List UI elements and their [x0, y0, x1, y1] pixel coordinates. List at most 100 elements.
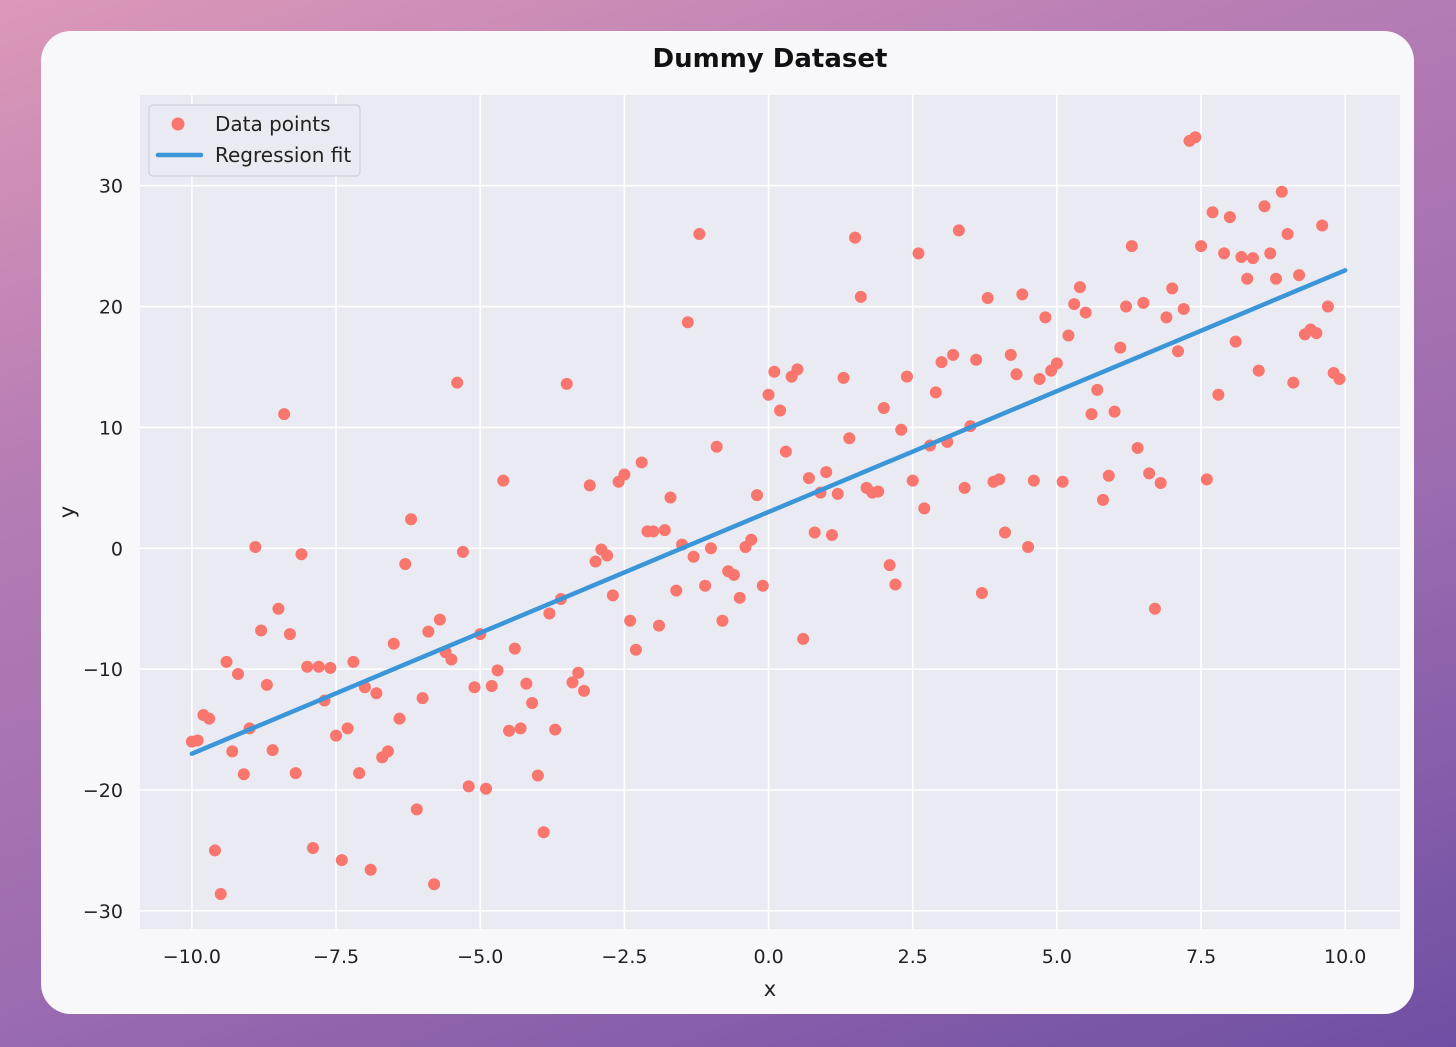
data-point	[560, 377, 573, 390]
data-point	[710, 440, 723, 453]
data-point	[716, 614, 729, 627]
data-point	[1310, 327, 1323, 340]
data-point	[399, 557, 412, 570]
data-point	[1166, 282, 1179, 295]
data-point	[629, 643, 642, 656]
data-point	[295, 548, 308, 561]
data-point	[1091, 383, 1104, 396]
data-point	[1321, 300, 1334, 313]
data-point	[727, 568, 740, 581]
data-point	[451, 376, 464, 389]
data-point	[618, 468, 631, 481]
data-point	[1235, 250, 1248, 263]
data-point	[1275, 185, 1288, 198]
data-point	[1293, 269, 1306, 282]
data-point	[1039, 311, 1052, 324]
data-point	[1200, 473, 1213, 486]
x-tick-label: 5.0	[1042, 946, 1072, 968]
data-point	[485, 680, 498, 693]
data-point	[912, 247, 925, 260]
data-point	[526, 696, 539, 709]
data-point	[341, 722, 354, 735]
data-point	[947, 348, 960, 361]
data-point	[312, 660, 325, 673]
data-point	[191, 734, 204, 747]
x-tick-label: 10.0	[1324, 946, 1366, 968]
data-point	[208, 844, 221, 857]
data-point	[1010, 368, 1023, 381]
data-point	[1137, 296, 1150, 309]
data-point	[872, 485, 885, 498]
data-point	[572, 666, 585, 679]
data-point	[462, 780, 475, 793]
data-point	[531, 769, 544, 782]
chart-title: Dummy Dataset	[653, 44, 888, 74]
data-point	[1212, 388, 1225, 401]
data-points	[185, 131, 1346, 900]
y-axis-label: y	[55, 506, 79, 518]
data-point	[491, 664, 504, 677]
data-point	[260, 678, 273, 691]
data-point	[1195, 240, 1208, 253]
data-point	[353, 767, 366, 780]
data-point	[635, 456, 648, 469]
data-point	[1160, 311, 1173, 324]
data-point	[733, 591, 746, 604]
data-point	[837, 371, 850, 384]
data-point	[537, 826, 550, 839]
data-point	[681, 316, 694, 329]
y-tick-label: −20	[83, 780, 123, 802]
data-point	[704, 542, 717, 555]
data-point	[883, 559, 896, 572]
data-point	[1241, 272, 1254, 285]
data-point	[797, 632, 810, 645]
data-point	[802, 472, 815, 485]
grid-lines	[140, 95, 1400, 929]
y-tick-label: −10	[83, 659, 123, 681]
data-point	[445, 653, 458, 666]
y-tick-label: 30	[99, 176, 123, 198]
data-point	[543, 607, 556, 620]
data-point	[993, 473, 1006, 486]
data-point	[1287, 376, 1300, 389]
data-point	[1097, 493, 1110, 506]
data-point	[583, 479, 596, 492]
x-tick-label: −2.5	[601, 946, 647, 968]
data-point	[278, 408, 291, 421]
data-point	[601, 549, 614, 562]
y-tick-label: 10	[99, 417, 123, 439]
data-point	[589, 555, 602, 568]
data-point	[203, 712, 216, 725]
data-point	[479, 782, 492, 795]
data-point	[1281, 228, 1294, 240]
data-point	[266, 744, 279, 757]
x-tick-label: −5.0	[457, 946, 503, 968]
data-point	[364, 863, 377, 876]
x-tick-label: −10.0	[163, 946, 221, 968]
data-point	[387, 637, 400, 650]
data-point	[428, 878, 441, 891]
data-point	[981, 292, 994, 305]
data-point	[664, 491, 677, 504]
data-point	[503, 724, 516, 737]
x-tick-label: 2.5	[898, 946, 928, 968]
data-point	[998, 526, 1011, 539]
data-point	[1154, 476, 1167, 489]
data-point	[652, 619, 665, 632]
data-point	[405, 513, 418, 526]
data-point	[693, 228, 706, 240]
data-point	[958, 481, 971, 494]
data-point	[918, 502, 931, 515]
scatter-chart: Dummy Dataset −10.0 −7.5 −5.0 −2.5 0.0 2.5 5.0…	[55, 44, 1400, 1001]
data-point	[497, 474, 510, 487]
data-point	[751, 489, 764, 502]
data-point	[779, 445, 792, 458]
data-point	[232, 667, 245, 680]
axis-ticks: −10.0 −7.5 −5.0 −2.5 0.0 2.5 5.0 7.5 10.0 −30 −20 −…	[83, 176, 1366, 968]
data-point	[831, 487, 844, 500]
data-point	[756, 579, 769, 592]
data-point	[1229, 335, 1242, 348]
data-point	[1316, 219, 1329, 232]
data-point	[566, 676, 579, 689]
data-point	[1264, 247, 1277, 260]
